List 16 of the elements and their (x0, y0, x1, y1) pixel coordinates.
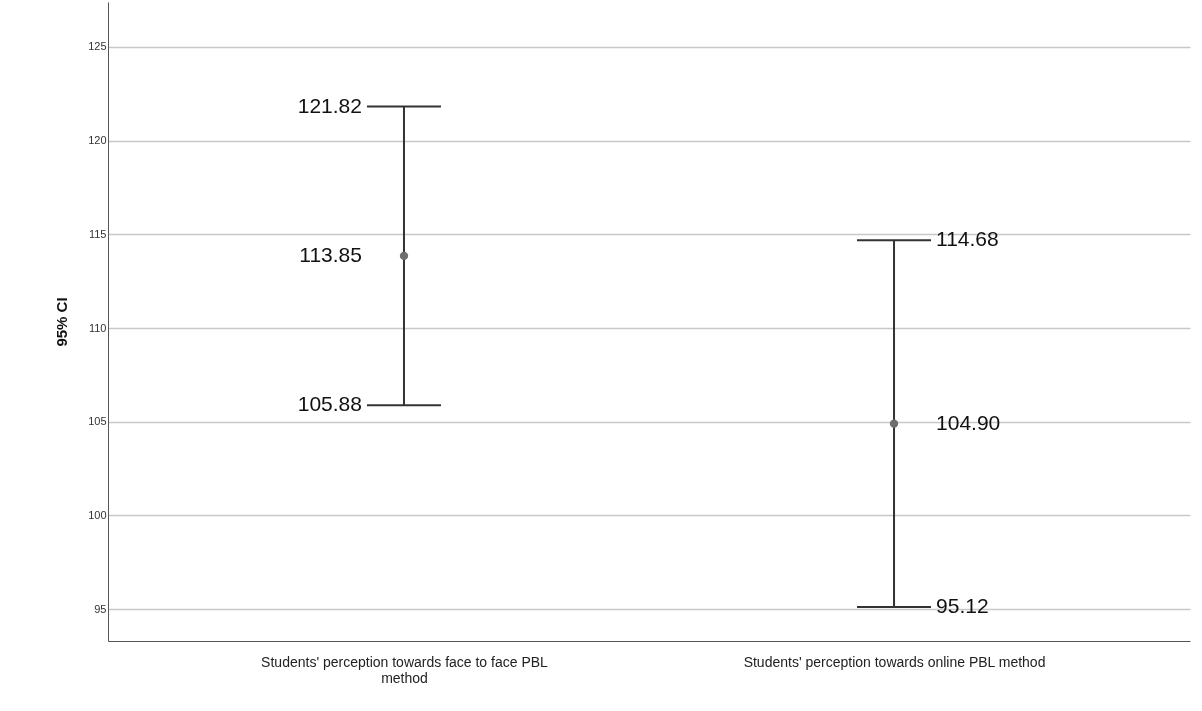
data-label: 104.90 (936, 410, 1001, 434)
y-tick-label: 125 (88, 40, 107, 53)
y-axis-title: 95% CI (53, 297, 71, 347)
annotation: 95.12 (936, 593, 989, 617)
annotation: 121.82 (297, 93, 362, 117)
y-tick-label: 105 (88, 415, 107, 428)
y-tick-label: 115 (88, 227, 107, 240)
x-tick-label: Students' perception towards face to face PBL method (261, 653, 549, 686)
y-tick-label: 95 (94, 602, 107, 615)
y-tick-label: 120 (88, 134, 107, 147)
y-tick-label: 110 (88, 321, 107, 334)
data-label: 113.85 (299, 242, 362, 266)
y-tick-label: 100 (88, 508, 107, 521)
x-tick-label: Students' perception towards online PBL method (743, 653, 1046, 670)
annotation: 114.68 (936, 227, 999, 251)
annotation: 105.88 (297, 392, 362, 416)
